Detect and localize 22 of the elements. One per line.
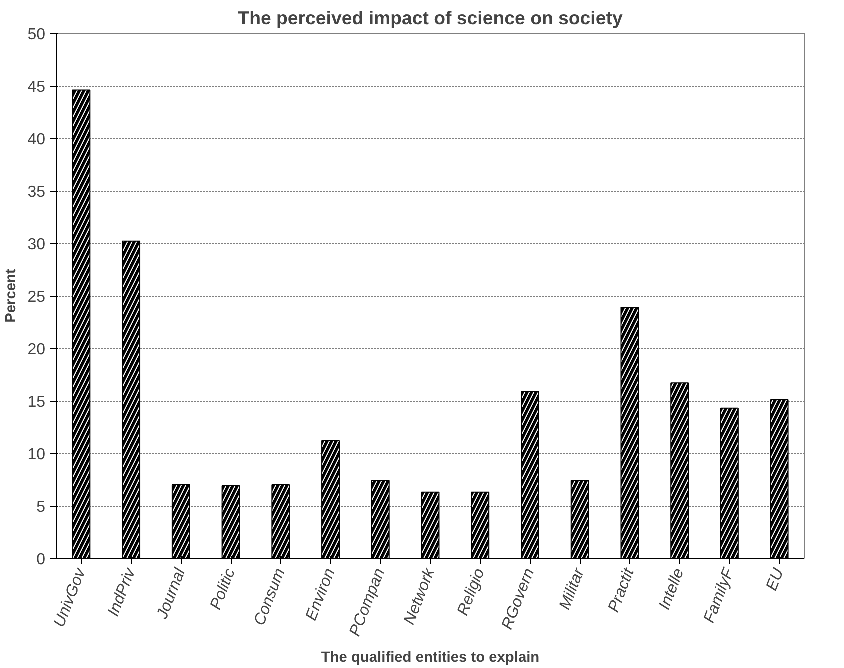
y-tick-label: 40 [28, 132, 46, 148]
y-tick-label: 20 [28, 342, 46, 358]
x-axis-title: The qualified entities to explain [321, 650, 540, 666]
x-tick-label: Practit [606, 566, 638, 615]
y-tick-label: 0 [36, 552, 46, 568]
x-tick-label: IndPriv [105, 565, 140, 619]
x-tick-label: EU [764, 566, 788, 594]
x-tick-label: Politic [208, 566, 239, 612]
x-tick-label: Militar [556, 566, 588, 612]
y-tick-label: 50 [28, 26, 46, 44]
x-tick-label: Religio [454, 566, 488, 618]
y-tick-label: 35 [28, 184, 46, 201]
y-axis-title: Percent [4, 269, 20, 323]
y-tick-label: 10 [28, 446, 46, 464]
y-tick-label: 15 [28, 394, 46, 411]
x-tick-label: FamilyF [701, 565, 738, 626]
y-tick-label: 25 [28, 289, 46, 306]
y-tick-label: 5 [36, 499, 46, 516]
chart-title: The perceived impact of science on society [238, 8, 624, 28]
y-tick-label: 45 [28, 79, 46, 96]
y-tick-label: 30 [28, 236, 46, 254]
x-tick-label: Intelle [656, 566, 688, 612]
